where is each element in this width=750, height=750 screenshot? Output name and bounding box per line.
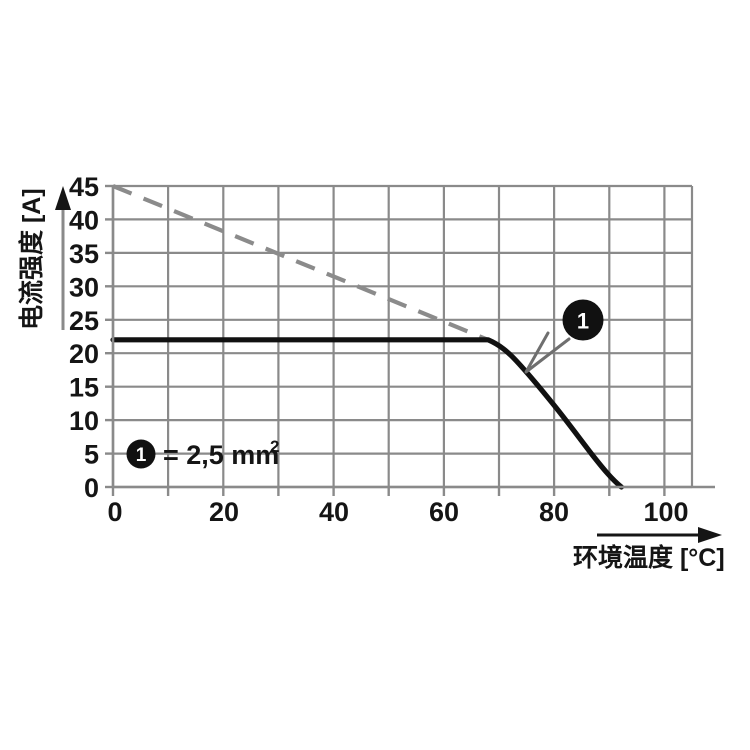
y-axis-title-group: 电流强度 [A] [17, 186, 71, 330]
legend-badge-circle [126, 439, 156, 469]
x-tick-label-100: 100 [643, 497, 688, 527]
x-tick-label-40: 40 [319, 497, 349, 527]
legend-entry-text: = 2,5 mm [163, 440, 279, 470]
x-tick-label-0: 0 [107, 497, 122, 527]
callout-badge-1: 1 [562, 299, 604, 341]
y-tick-label-0: 0 [84, 473, 99, 503]
x-axis-title-group: 环境温度 [°C] [573, 527, 725, 572]
y-tick-label-30: 30 [69, 272, 99, 302]
y-tick-label-35: 35 [69, 239, 99, 269]
plot-area: 1 1 = 2,5 mm 2 [110, 184, 694, 490]
x-tick-label-60: 60 [429, 497, 459, 527]
x-tick-label-80: 80 [539, 497, 569, 527]
y-tick-label-45: 45 [69, 172, 99, 202]
x-tick-label-20: 20 [209, 497, 239, 527]
y-axis-ticks [105, 184, 113, 489]
x-axis-ticks [111, 487, 666, 496]
right-arrow-icon [698, 527, 722, 543]
y-tick-label-25: 25 [69, 306, 99, 336]
limit-line-dashed [112, 184, 489, 342]
axis-lines [111, 186, 715, 489]
x-axis-tick-labels: 0 20 40 60 80 100 [107, 497, 688, 527]
callout-badge-label: 1 [577, 309, 589, 334]
y-axis-title: 电流强度 [A] [17, 188, 46, 330]
y-tick-label-10: 10 [69, 406, 99, 436]
y-tick-label-5: 5 [84, 440, 99, 470]
callout-badge-circle [562, 299, 604, 341]
legend-badge-label: 1 [136, 445, 147, 466]
x-axis-title: 环境温度 [°C] [573, 543, 725, 572]
y-tick-label-15: 15 [69, 373, 99, 403]
up-arrow-icon [55, 186, 71, 210]
y-axis-tick-labels: 45 40 35 30 25 20 15 10 5 0 [69, 172, 99, 503]
callout-leader-line [524, 331, 571, 374]
grid-horizontal [113, 184, 692, 489]
legend-entry-superscript: 2 [270, 437, 279, 456]
y-tick-label-40: 40 [69, 205, 99, 235]
plot-background [113, 186, 692, 487]
y-tick-label-20: 20 [69, 339, 99, 369]
derating-curve [110, 337, 624, 490]
legend-entry-1: 1 = 2,5 mm 2 [126, 437, 279, 470]
